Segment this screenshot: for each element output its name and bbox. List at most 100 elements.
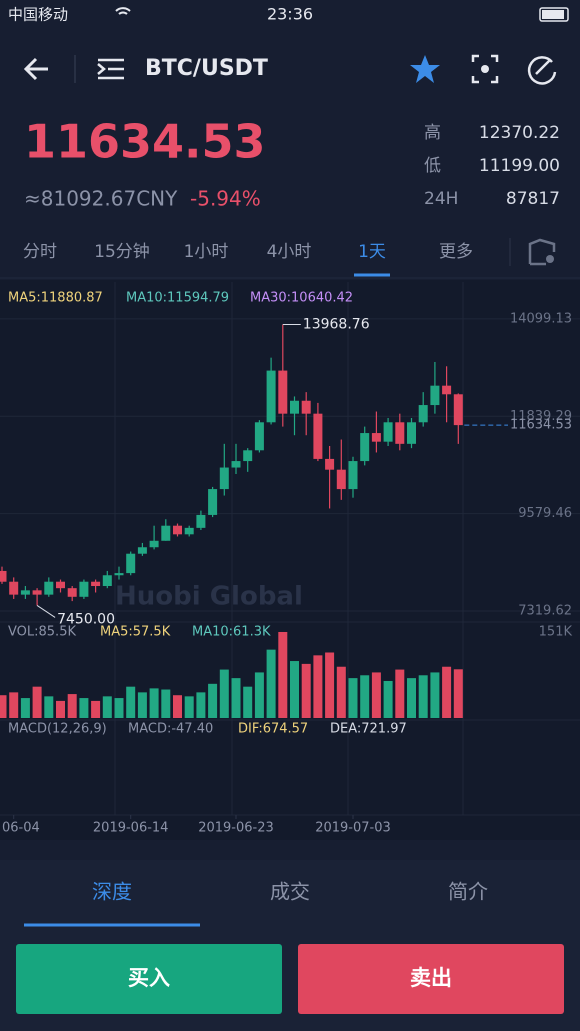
period-tab[interactable]: 更多: [439, 242, 473, 262]
stat-label: 24H: [424, 189, 458, 209]
legend-entry: MA5:11880.87: [8, 291, 103, 306]
volume-bar: [442, 666, 452, 718]
share-button[interactable]: [527, 56, 557, 85]
candle-body: [56, 581, 65, 589]
sell-label: 卖出: [410, 966, 452, 990]
y-tick-label: 9579.46: [518, 506, 572, 521]
last-price-label: 11634.53: [510, 418, 572, 433]
sell-button[interactable]: [298, 944, 564, 1014]
screenshot-button[interactable]: [471, 54, 499, 84]
candle-body: [395, 422, 405, 444]
high-label: 13968.76: [303, 317, 370, 333]
candle-body: [266, 370, 276, 423]
volume-bar: [313, 655, 323, 718]
volume-bar: [418, 675, 428, 718]
candle-body: [44, 581, 54, 595]
low-pointer: [36, 604, 56, 618]
stat-value: 12370.22: [479, 123, 560, 143]
candle-body: [418, 405, 428, 423]
volume-bar: [9, 692, 19, 718]
legend-entry: DEA:721.97: [330, 722, 407, 737]
period-tab[interactable]: 15分钟: [94, 242, 150, 262]
candlestick-chart: 7319.62 9579.46 11839.29 14099.13 151K MA5:11…: [0, 291, 580, 836]
candle-body: [231, 461, 241, 468]
volume-bar: [301, 663, 311, 718]
low-label: 7450.00: [57, 611, 115, 627]
candle-body: [453, 394, 463, 426]
watermark: Huobi Global: [115, 582, 303, 612]
candle-body: [137, 547, 147, 554]
volume-bar: [91, 700, 101, 718]
volume-tick-label: 151K: [539, 625, 573, 640]
candle-body: [67, 588, 77, 597]
battery-icon: [539, 7, 569, 22]
stats: 高 12370.22 低 11199.00 24H 87817: [424, 123, 560, 209]
candle-body: [196, 514, 206, 528]
candle-body: [173, 525, 182, 535]
back-button[interactable]: [23, 57, 48, 81]
x-tick-label: 2019-07-03: [315, 821, 391, 836]
volume-bar: [231, 678, 241, 718]
volume-bar: [278, 631, 288, 718]
stat-label: 高: [424, 123, 441, 143]
volume-bar: [407, 678, 416, 718]
volume-bar: [254, 672, 264, 718]
candle-body: [114, 573, 124, 576]
period-tab[interactable]: 分时: [23, 242, 57, 262]
change-percent: -5.94%: [190, 187, 261, 211]
candle-body: [348, 461, 358, 490]
stat-value: 11199.00: [479, 156, 560, 176]
chart-settings-button[interactable]: [528, 238, 556, 266]
buy-label: 买入: [128, 966, 170, 990]
volume-bar: [395, 669, 405, 718]
volume-bar: [161, 689, 171, 718]
battery-level: [542, 10, 564, 19]
legend-entry: MACD:-47.40: [128, 722, 213, 737]
legend-entry: DIF:674.57: [238, 722, 308, 737]
volume-bar: [79, 698, 89, 718]
favorite-button[interactable]: [410, 55, 440, 83]
period-tab[interactable]: 4小时: [267, 242, 312, 262]
period-tab[interactable]: 1小时: [184, 242, 229, 262]
candle-body: [325, 458, 335, 470]
candle-body: [79, 581, 89, 597]
cny-price: ≈81092.67CNY: [24, 187, 178, 211]
chart-panel: [0, 280, 580, 840]
bottom-tab[interactable]: 简介: [448, 880, 488, 904]
volume-bar: [102, 696, 112, 718]
last-price: 11634.53: [24, 115, 266, 169]
bottom-tab[interactable]: 深度: [92, 880, 132, 904]
candle-body: [0, 570, 7, 582]
bottom-tabs: 深度 成交 简介: [24, 880, 488, 927]
volume-bar: [126, 686, 136, 718]
volume-bar: [32, 686, 42, 718]
candle-body: [383, 422, 393, 442]
buy-button[interactable]: [16, 944, 282, 1014]
volume-bar: [137, 692, 147, 718]
candle-body: [371, 433, 381, 442]
legend-entry: VOL:85.5K: [8, 625, 76, 640]
legend-entry: MA10:11594.79: [126, 291, 229, 306]
volume-bar: [44, 696, 54, 718]
candle-body: [430, 385, 440, 406]
y-tick-label: 11839.29: [510, 409, 572, 424]
candle-body: [360, 433, 370, 462]
volume-bar: [173, 695, 182, 718]
legend-entry: MA10:61.3K: [192, 625, 271, 640]
candle-body: [32, 590, 42, 595]
candle-body: [219, 467, 229, 490]
candle-body: [301, 400, 311, 414]
candle-body: [208, 489, 218, 515]
period-tab[interactable]: 1天: [358, 242, 386, 262]
bottom-tab[interactable]: 成交: [270, 880, 310, 904]
menu-button[interactable]: [97, 58, 124, 80]
y-tick-label: 7319.62: [518, 604, 572, 619]
candle-body: [243, 450, 253, 462]
volume-bar: [243, 686, 253, 718]
candle-body: [20, 590, 30, 595]
candle-body: [290, 400, 299, 414]
volume-bar: [336, 666, 346, 718]
candle-body: [407, 422, 416, 444]
